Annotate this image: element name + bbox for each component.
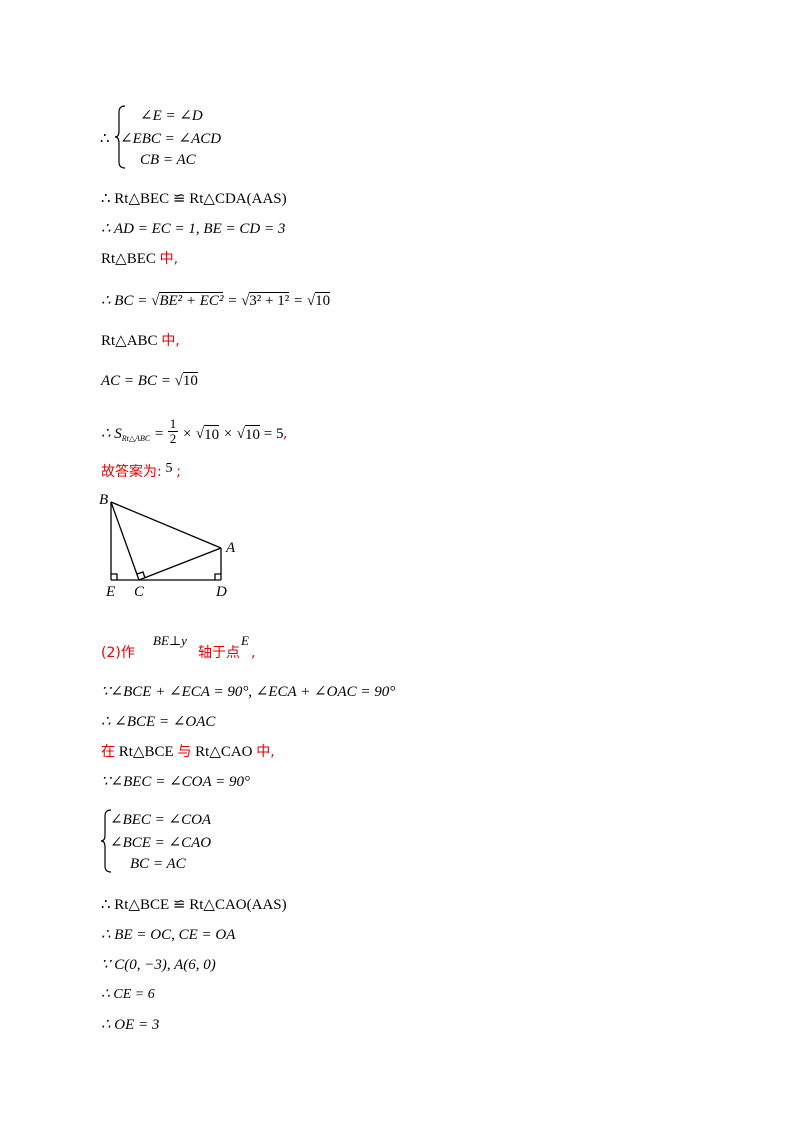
area-eq: = — [150, 426, 168, 442]
bc-eq-2: = — [293, 293, 307, 309]
ac-bc-line: AC = BC = √10 — [101, 372, 198, 390]
system2-row-1: ∠BEC = ∠COA — [110, 812, 212, 828]
right-angle-d — [214, 573, 221, 580]
angles-line: ∵∠BCE + ∠ECA = 90°, ∠ECA + ∠OAC = 90° — [101, 684, 396, 700]
sqrt-symbol-2: √ — [241, 293, 250, 309]
triangle-bec-label: Rt△BEC — [101, 251, 156, 267]
radicand-2: 3² + 1² — [249, 292, 290, 309]
be-oc-line: ∴ BE = OC, CE = OA — [101, 927, 236, 943]
label-d: D — [215, 584, 227, 600]
radicand-3: 10 — [315, 292, 331, 309]
fraction-half: 1 2 — [167, 415, 179, 446]
intro-mid: 轴于点 — [198, 645, 240, 661]
fraction-denominator: 2 — [169, 430, 177, 446]
area-line: ∴ S Rt△ABC = 1 2 × √ 10 × √ 10 = 5 , — [101, 415, 288, 448]
bc-calculation-line: ∴ BC = √BE² + EC² = √3² + 1² = √10 — [101, 292, 331, 310]
zhong-suffix-2: 中, — [161, 333, 180, 349]
right-angle-c — [136, 571, 146, 579]
intro-suffix: , — [251, 645, 256, 661]
equation-system-1: ∴ ∠E = ∠D ∠EBC = ∠ACD CB = AC — [100, 104, 300, 170]
triangle-abc-label: Rt△ABC — [101, 333, 158, 349]
in-triangle-abc-line: Rt△ABC 中, — [101, 332, 180, 350]
oe-line: ∴ OE = 3 — [101, 1017, 160, 1033]
ad-ec-line: ∴ AD = EC = 1, BE = CD = 3 — [101, 221, 286, 237]
congruence-line-2: ∴ Rt△BCE ≌ Rt△CAO(AAS) — [101, 897, 287, 913]
answer-prefix: 故答案为: — [101, 464, 162, 480]
geometry-figure: B A E C D — [99, 492, 236, 600]
times-2: × — [219, 426, 237, 442]
system1-row-1: ∠E = ∠D — [140, 108, 203, 124]
left-brace — [114, 105, 126, 169]
system1-row-3: CB = AC — [140, 152, 196, 168]
bec-coa-line: ∵∠BEC = ∠COA = 90° — [101, 774, 250, 790]
sqrt-symbol-5: √ — [195, 426, 205, 442]
fraction-numerator: 1 — [167, 415, 179, 432]
system1-row-2: ∠EBC = ∠ACD — [120, 131, 222, 147]
label-e: E — [105, 584, 115, 600]
equation-system-2: ∠BEC = ∠COA ∠BCE = ∠CAO BC = AC — [100, 808, 300, 874]
times-1: × — [178, 426, 196, 442]
sqrt-symbol-4: √ — [174, 373, 183, 389]
and-word: 与 — [177, 744, 192, 760]
bce-oac-line: ∴ ∠BCE = ∠OAC — [101, 714, 216, 730]
area-prefix: ∴ S — [101, 426, 122, 442]
area-subscript: Rt△ABC — [121, 434, 151, 443]
in-suffix: 中, — [256, 744, 275, 760]
bc-prefix: ∴ BC = — [101, 293, 152, 309]
radicand-5: 10 — [204, 424, 220, 443]
segment-ba — [110, 501, 222, 549]
sqrt-symbol-1: √ — [151, 293, 160, 309]
figure-lines — [110, 501, 222, 581]
right-angle-e — [111, 573, 118, 580]
zhong-suffix-1: 中, — [159, 251, 179, 267]
radicand-6: 10 — [245, 424, 261, 443]
therefore-symbol: ∴ — [100, 131, 110, 147]
in-triangles-line: 在 Rt△BCE 与 Rt△CAO 中, — [101, 743, 275, 761]
ac-prefix: AC = BC = — [101, 373, 175, 389]
triangle-bce-label: Rt△BCE — [118, 744, 174, 760]
answer-line: 故答案为: 5 ; — [101, 461, 181, 482]
sqrt-symbol-6: √ — [236, 426, 246, 442]
radicand-4: 10 — [182, 372, 198, 389]
system2-row-3: BC = AC — [130, 856, 186, 872]
intro-expression: BE⊥y — [153, 633, 187, 648]
sqrt-symbol-3: √ — [306, 293, 316, 309]
intro-prefix: (2)作 — [101, 645, 135, 661]
label-a: A — [225, 540, 236, 556]
label-b: B — [99, 492, 108, 508]
congruence-line-1: ∴ Rt△BEC ≌ Rt△CDA(AAS) — [101, 191, 287, 207]
radicand-1: BE² + EC² — [159, 292, 224, 309]
triangle-cao-label: Rt△CAO — [195, 744, 253, 760]
system2-row-2: ∠BCE = ∠CAO — [110, 835, 212, 851]
answer-value: 5 — [165, 461, 173, 476]
area-comma: , — [283, 426, 288, 442]
ce-line: ∴ CE = 6 — [101, 987, 155, 1002]
label-c: C — [134, 584, 145, 600]
in-triangle-bec-line: Rt△BEC 中, — [101, 250, 178, 268]
answer-suffix: ; — [176, 464, 181, 480]
intro-point: E — [241, 633, 249, 648]
segment-bc — [110, 501, 140, 581]
left-brace-2 — [100, 809, 112, 873]
coordinates-line: ∵ C(0, −3), A(6, 0) — [101, 957, 216, 973]
bc-eq-1: = — [227, 293, 242, 309]
area-result: = 5 — [260, 426, 284, 442]
segment-ca — [138, 547, 222, 581]
in-prefix: 在 — [101, 744, 115, 760]
